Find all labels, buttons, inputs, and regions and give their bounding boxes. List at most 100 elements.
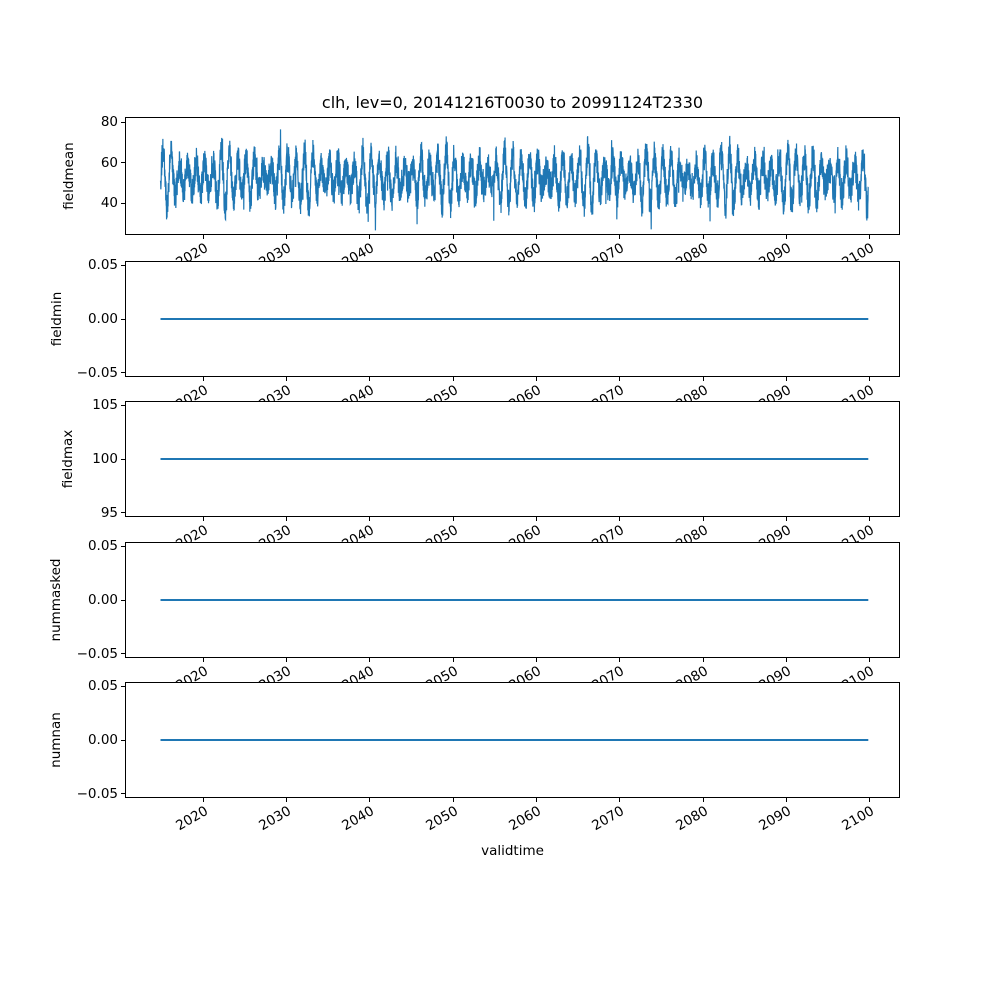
x-tickmark [619,377,621,381]
x-tickmark [869,658,871,662]
y-tickmark [121,653,125,655]
x-tickmark [702,377,704,381]
y-tickmark [121,318,125,320]
x-tickmark [535,658,537,662]
y-tickmark [121,404,125,406]
y-tick-label: 0.05 [87,678,118,695]
y-tick-label: −0.05 [76,364,118,381]
y-tick-label: 95 [100,504,118,521]
y-axis-label-fieldmax: fieldmax [60,429,76,489]
y-tick-label: 0.05 [87,257,118,274]
x-tickmark [785,658,787,662]
x-tickmark [619,658,621,662]
y-tickmark [121,264,125,266]
y-tickmark [121,121,125,123]
x-tickmark [202,658,204,662]
x-tickmark [702,658,704,662]
x-tickmark [369,235,371,239]
y-tick-label: 0.00 [87,732,118,748]
x-tickmark [785,235,787,239]
x-tickmark [619,235,621,239]
y-tick-label: −0.05 [76,785,118,802]
x-tickmark [535,517,537,521]
subplot-frame-numnan [125,682,900,798]
x-tickmark [452,377,454,381]
x-tickmark [202,798,204,802]
x-tickmark [869,517,871,521]
series-line-fieldmin [160,318,869,320]
x-tickmark [452,658,454,662]
x-tickmark [785,377,787,381]
y-tick-label: 80 [100,114,118,131]
x-tickmark [369,517,371,521]
x-tickmark [285,235,287,239]
x-tickmark [869,798,871,802]
series-line-fieldmean [159,129,869,231]
subplot-frame-nummasked [125,542,900,658]
chart-title: clh, lev=0, 20141216T0030 to 20991124T23… [321,93,704,112]
series-line-fieldmax [160,458,869,460]
x-tickmark [369,377,371,381]
y-tickmark [121,599,125,601]
subplot-frame-fieldmean [125,117,900,235]
series-line-numnan [160,739,869,741]
y-tickmark [121,202,125,204]
y-tick-label: 60 [100,154,118,171]
x-tickmark [369,658,371,662]
y-axis-label-nummasked: nummasked [48,558,64,642]
x-tickmark [702,798,704,802]
x-tick-label: 2070 [589,803,628,835]
subplot-frame-fieldmin [125,261,900,377]
x-tickmark [619,798,621,802]
x-tickmark [869,377,871,381]
y-tickmark [121,793,125,795]
y-axis-label-fieldmin: fieldmin [49,291,65,347]
x-tickmark [285,658,287,662]
x-tickmark [202,235,204,239]
x-tickmark [535,377,537,381]
subplot-frame-fieldmax [125,401,900,517]
y-tickmark [121,162,125,164]
x-tickmark [869,235,871,239]
x-tickmark [785,517,787,521]
y-tick-label: −0.05 [76,645,118,662]
x-tickmark [285,377,287,381]
y-axis-label-numnan: numnan [48,712,64,768]
x-tickmark [535,235,537,239]
x-tickmark [202,517,204,521]
x-tick-label: 2050 [422,803,461,835]
y-tickmark [121,739,125,741]
y-tickmark [121,512,125,514]
y-axis-label-fieldmean: fieldmean [61,142,77,210]
x-axis-label: validtime [481,843,544,859]
x-tickmark [452,517,454,521]
x-tick-label: 2090 [756,803,794,835]
x-tickmark [702,235,704,239]
y-tickmark [121,458,125,460]
x-tickmark [702,517,704,521]
x-tick-label: 2020 [172,803,211,835]
x-tickmark [369,798,371,802]
y-tick-label: 0.00 [87,311,118,327]
x-tickmark [285,517,287,521]
series-line-nummasked [160,599,869,601]
x-tickmark [452,235,454,239]
y-tickmark [121,545,125,547]
x-tick-label: 2080 [672,803,711,835]
x-tickmark [535,798,537,802]
y-tick-label: 0.05 [87,538,118,555]
line-fieldmean [159,129,869,231]
x-tick-label: 2100 [839,803,878,835]
x-tick-label: 2030 [256,803,294,835]
y-tick-label: 100 [92,451,118,467]
y-tick-label: 105 [92,397,118,414]
y-tickmark [121,685,125,687]
x-tickmark [785,798,787,802]
x-tick-label: 2040 [339,803,378,835]
x-tickmark [202,377,204,381]
y-tick-label: 40 [100,195,118,212]
x-tickmark [452,798,454,802]
x-tickmark [619,517,621,521]
y-tick-label: 0.00 [87,592,118,608]
